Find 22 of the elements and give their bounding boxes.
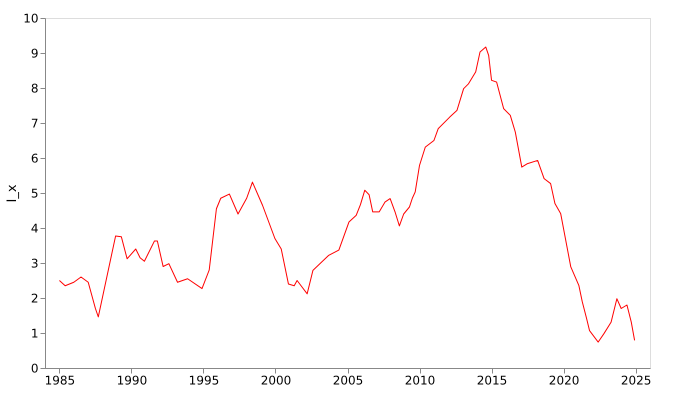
x-tick-label: 1995	[188, 374, 220, 388]
x-tick-label: 2005	[332, 374, 364, 388]
y-tick-label: 5	[30, 186, 38, 200]
y-tick-label: 6	[30, 152, 38, 166]
x-tick-label: 2025	[620, 374, 652, 388]
x-tick-label: 1985	[44, 374, 76, 388]
x-tick-label: 2000	[260, 374, 292, 388]
y-tick-label: 7	[30, 116, 38, 130]
y-tick-label: 8	[30, 82, 38, 96]
y-tick-label: 3	[30, 256, 38, 270]
x-tick-label: 2020	[548, 374, 580, 388]
y-tick-label: 10	[23, 12, 38, 26]
line-series	[58, 46, 636, 343]
y-tick-label: 2	[30, 292, 38, 306]
x-tick-label: 2010	[404, 374, 436, 388]
y-tick-label: 4	[30, 222, 38, 236]
x-tick-label: 2015	[476, 374, 508, 388]
y-tick-label: 1	[30, 326, 38, 340]
x-tick-label: 1990	[116, 374, 148, 388]
y-axis-title: I_x	[5, 184, 20, 203]
y-tick-label: 9	[30, 46, 38, 60]
y-tick-label: 0	[30, 362, 38, 376]
